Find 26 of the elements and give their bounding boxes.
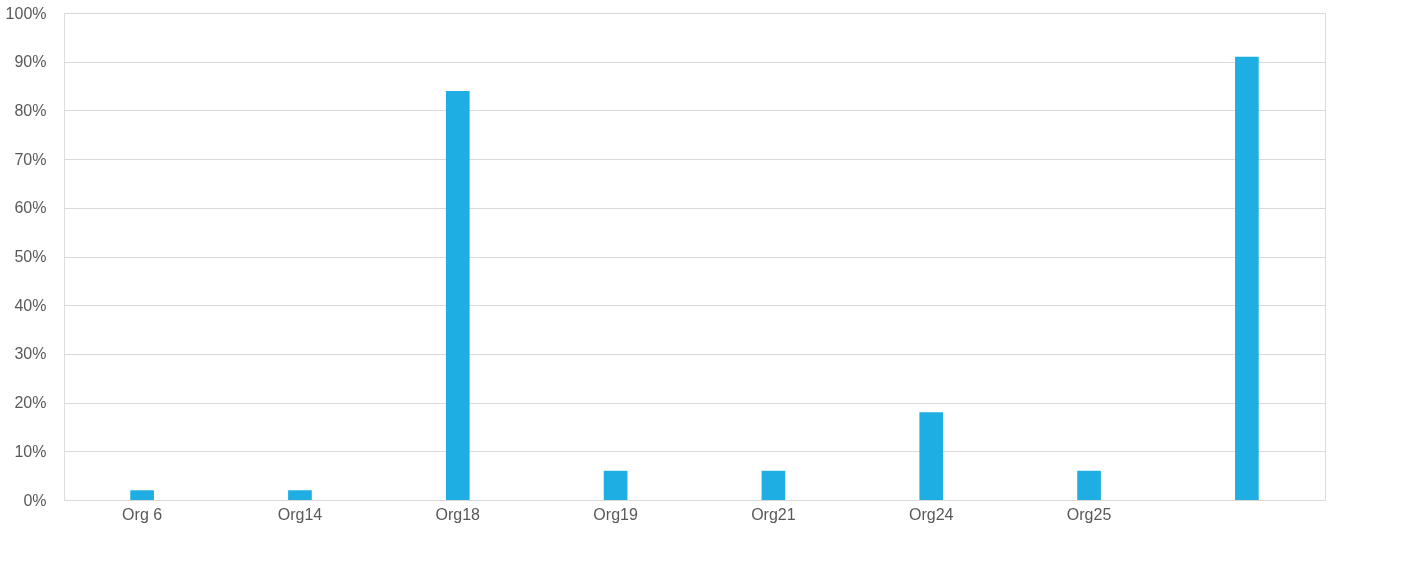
x-tick-label: Org18: [435, 505, 481, 523]
y-tick-label: 60%: [14, 199, 47, 217]
y-tick-label: 40%: [14, 296, 47, 314]
y-tick-label: 50%: [14, 248, 47, 265]
bar: [1235, 56, 1259, 500]
y-tick-label: 30%: [14, 345, 47, 363]
x-tick-label: Org19: [593, 505, 638, 523]
bar: [130, 490, 154, 500]
bar: [288, 490, 312, 500]
bar: [603, 470, 628, 500]
y-tick-label: 80%: [14, 101, 47, 119]
y-tick-label: 90%: [14, 53, 47, 71]
x-tick-label: Org 6: [122, 505, 163, 523]
bar: [1077, 470, 1101, 500]
y-tick-label: 0%: [23, 491, 47, 509]
bar: [919, 412, 944, 500]
y-tick-label: 10%: [14, 442, 47, 460]
bar: [761, 470, 786, 500]
x-tick-label: Org21: [751, 505, 796, 523]
x-tick-label: Org24: [909, 505, 954, 523]
y-tick-label: 20%: [14, 394, 47, 412]
y-tick-label: 70%: [14, 150, 47, 168]
x-tick-label: Org25: [1066, 505, 1112, 523]
y-tick-label: 100%: [5, 4, 47, 22]
bar: [445, 90, 470, 500]
x-tick-label: Org14: [277, 505, 323, 523]
